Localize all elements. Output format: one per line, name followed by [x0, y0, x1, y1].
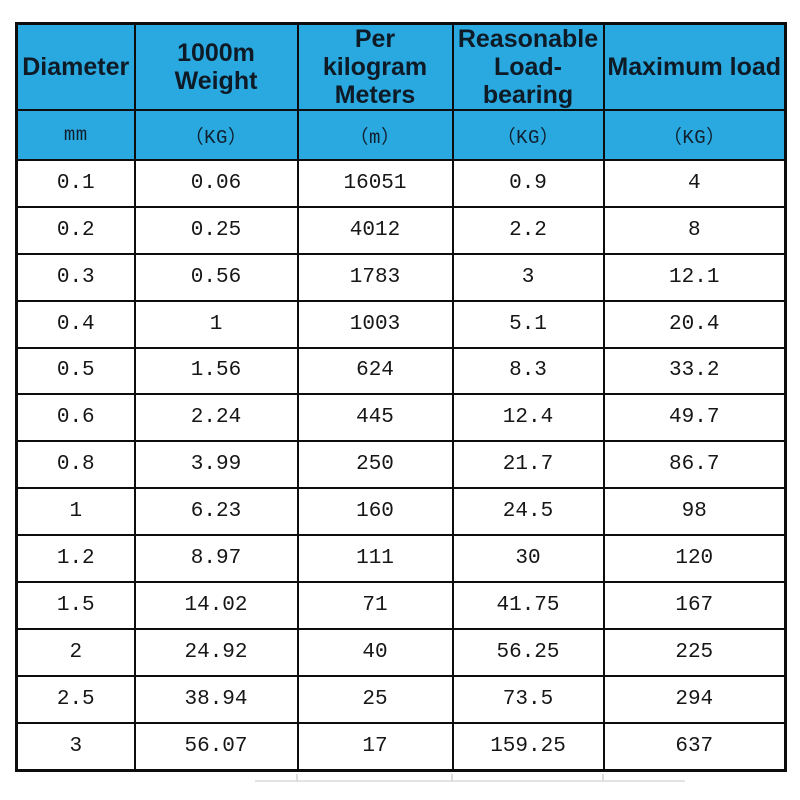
cell: 160 — [296, 487, 454, 536]
cell: 1003 — [296, 299, 454, 349]
cell: 1.5 — [15, 580, 136, 630]
header-units-row: mm （KG） （m） （KG） （KG） — [15, 109, 787, 161]
table-row: 0.8 3.99 250 21.7 86.7 — [15, 440, 787, 490]
ghost-line — [602, 774, 604, 782]
unit-load-bearing: （KG） — [451, 109, 605, 161]
cell: 225 — [602, 627, 787, 677]
cell: 86.7 — [602, 440, 787, 490]
ghost-line — [451, 774, 453, 782]
column-header-diameter: Diameter — [15, 22, 136, 111]
cell: 21.7 — [451, 440, 605, 490]
cell: 2.2 — [451, 205, 605, 255]
cell: 159.25 — [451, 721, 605, 772]
column-header-load-bearing: Reasonable Load-bearing — [451, 22, 605, 111]
cell: 38.94 — [133, 674, 299, 724]
table-row: 0.4 1 1003 5.1 20.4 — [15, 299, 787, 349]
table-row: 1 6.23 160 24.5 98 — [15, 487, 787, 536]
table-row: 1.2 8.97 111 30 120 — [15, 534, 787, 583]
cell: 0.5 — [15, 346, 136, 396]
cell: 8.3 — [451, 346, 605, 396]
cell: 56.07 — [133, 721, 299, 772]
cell: 3 — [451, 252, 605, 302]
table-row: 0.3 0.56 1783 3 12.1 — [15, 252, 787, 302]
table-row: 0.2 0.25 4012 2.2 8 — [15, 205, 787, 255]
cell: 2.5 — [15, 674, 136, 724]
cell: 1783 — [296, 252, 454, 302]
table-row: 3 56.07 17 159.25 637 — [15, 721, 787, 772]
cell: 167 — [602, 580, 787, 630]
cell: 0.4 — [15, 299, 136, 349]
cell: 8 — [602, 205, 787, 255]
table-row: 0.5 1.56 624 8.3 33.2 — [15, 346, 787, 396]
unit-per-kg-meters: （m） — [296, 109, 454, 161]
ghost-line — [255, 780, 685, 782]
table-row: 0.1 0.06 16051 0.9 4 — [15, 159, 787, 208]
header-title-row: Diameter 1000m Weight Per kilogram Meter… — [15, 22, 787, 111]
cell: 4012 — [296, 205, 454, 255]
cell: 5.1 — [451, 299, 605, 349]
cell: 12.4 — [451, 393, 605, 443]
cell: 24.5 — [451, 487, 605, 536]
cell: 71 — [296, 580, 454, 630]
cell: 20.4 — [602, 299, 787, 349]
cell: 0.8 — [15, 440, 136, 490]
cell: 30 — [451, 534, 605, 583]
cell: 56.25 — [451, 627, 605, 677]
cell: 0.1 — [15, 159, 136, 208]
cell: 41.75 — [451, 580, 605, 630]
cell: 0.25 — [133, 205, 299, 255]
cell: 33.2 — [602, 346, 787, 396]
cell: 98 — [602, 487, 787, 536]
cell: 1 — [133, 299, 299, 349]
table-row: 2 24.92 40 56.25 225 — [15, 627, 787, 677]
cell: 16051 — [296, 159, 454, 208]
cell: 294 — [602, 674, 787, 724]
table-row: 2.5 38.94 25 73.5 294 — [15, 674, 787, 724]
cell: 40 — [296, 627, 454, 677]
table-row: 1.5 14.02 71 41.75 167 — [15, 580, 787, 630]
cell: 250 — [296, 440, 454, 490]
table-body: 0.1 0.06 16051 0.9 4 0.2 0.25 4012 2.2 8 0.3 0.56 17… — [15, 159, 787, 772]
cell: 637 — [602, 721, 787, 772]
cell: 111 — [296, 534, 454, 583]
column-header-per-kg-meters: Per kilogram Meters — [296, 22, 454, 111]
cell: 445 — [296, 393, 454, 443]
cell: 3 — [15, 721, 136, 772]
cell: 0.56 — [133, 252, 299, 302]
table-row: 0.6 2.24 445 12.4 49.7 — [15, 393, 787, 443]
unit-diameter: mm — [15, 109, 136, 161]
cell: 3.99 — [133, 440, 299, 490]
cell: 49.7 — [602, 393, 787, 443]
cell: 8.97 — [133, 534, 299, 583]
cell: 6.23 — [133, 487, 299, 536]
cell: 25 — [296, 674, 454, 724]
cell: 0.2 — [15, 205, 136, 255]
cell: 2 — [15, 627, 136, 677]
cell: 73.5 — [451, 674, 605, 724]
column-header-1000m-weight: 1000m Weight — [133, 22, 299, 111]
cell: 1.56 — [133, 346, 299, 396]
cell: 624 — [296, 346, 454, 396]
cell: 0.3 — [15, 252, 136, 302]
table-header: Diameter 1000m Weight Per kilogram Meter… — [15, 22, 787, 161]
cell: 2.24 — [133, 393, 299, 443]
cell: 0.06 — [133, 159, 299, 208]
cell: 1.2 — [15, 534, 136, 583]
unit-maximum-load: （KG） — [602, 109, 787, 161]
cell: 0.9 — [451, 159, 605, 208]
unit-1000m-weight: （KG） — [133, 109, 299, 161]
cell: 120 — [602, 534, 787, 583]
cell: 17 — [296, 721, 454, 772]
cell: 12.1 — [602, 252, 787, 302]
cell: 0.6 — [15, 393, 136, 443]
ghost-line — [296, 774, 298, 782]
spec-table: Diameter 1000m Weight Per kilogram Meter… — [15, 22, 787, 772]
cell: 4 — [602, 159, 787, 208]
cell: 24.92 — [133, 627, 299, 677]
column-header-maximum-load: Maximum load — [602, 22, 787, 111]
cell: 14.02 — [133, 580, 299, 630]
cell: 1 — [15, 487, 136, 536]
